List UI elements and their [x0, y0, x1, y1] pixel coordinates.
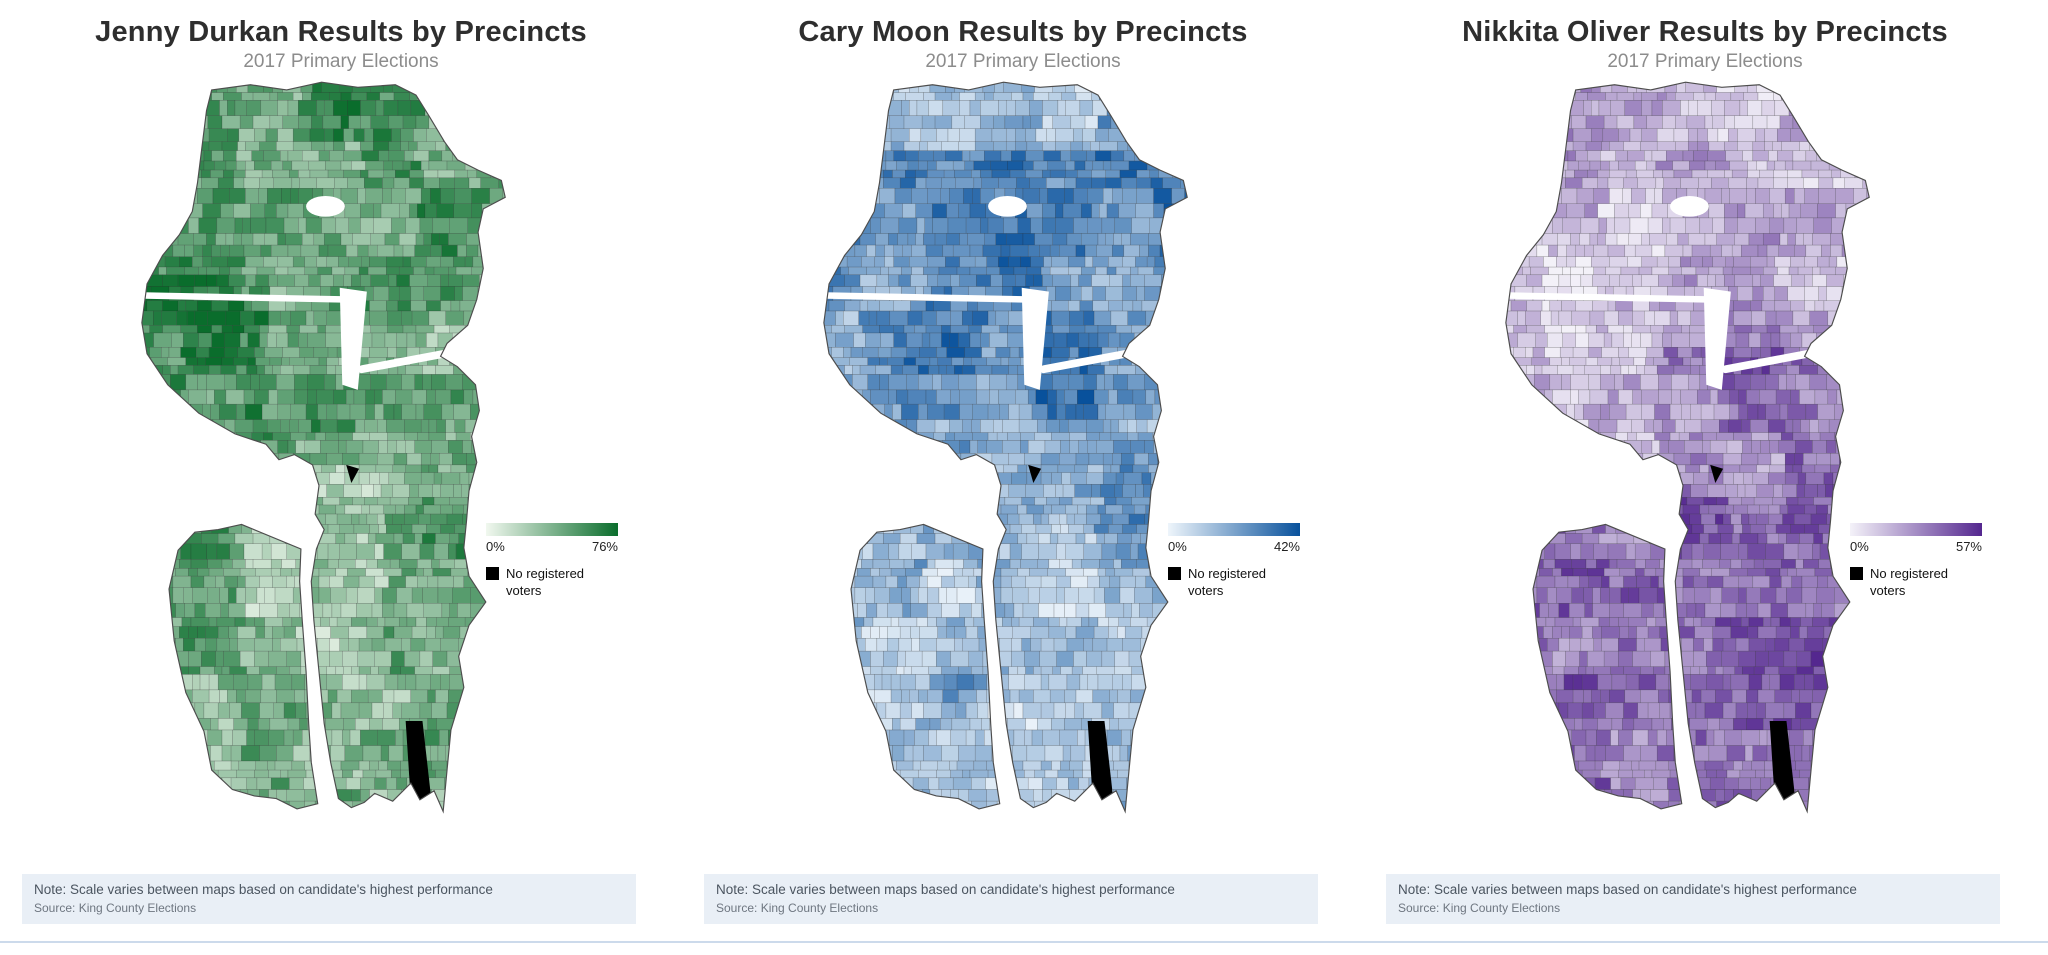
- choropleth-map[interactable]: [803, 77, 1243, 827]
- map-title: Nikkita Oliver Results by Precincts: [1462, 16, 1948, 48]
- gradient-bar: [1168, 523, 1300, 536]
- source-text: Source: King County Elections: [716, 901, 879, 916]
- map-title: Jenny Durkan Results by Precincts: [95, 16, 587, 48]
- color-scale-legend: 0% 42% No registered voters: [1168, 523, 1328, 600]
- no-data-legend: No registered voters: [1850, 566, 2010, 600]
- map-subtitle: 2017 Primary Elections: [243, 51, 439, 72]
- scale-min-label: 0%: [486, 539, 505, 554]
- note-box: Note: Scale varies between maps based on…: [1386, 874, 2000, 925]
- scale-max-label: 42%: [1273, 539, 1300, 554]
- map-area: 0% 76% No registered voters: [0, 77, 682, 847]
- map-title: Cary Moon Results by Precincts: [798, 16, 1248, 48]
- map-area: 0% 42% No registered voters: [682, 77, 1364, 847]
- map-subtitle: 2017 Primary Elections: [925, 51, 1121, 72]
- note-text: Note: Scale varies between maps based on…: [1398, 882, 1857, 897]
- color-scale-legend: 0% 57% No registered voters: [1850, 523, 2010, 600]
- no-data-swatch: [1850, 567, 1863, 580]
- scale-min-label: 0%: [1168, 539, 1187, 554]
- map-area: 0% 57% No registered voters: [1364, 77, 2046, 847]
- source-text: Source: King County Elections: [1398, 901, 1561, 916]
- no-voters-label: No registered voters: [1870, 566, 1949, 598]
- scale-max-label: 76%: [591, 539, 618, 554]
- scale-max-label: 57%: [1955, 539, 1982, 554]
- scale-labels: 0% 42%: [1168, 539, 1300, 554]
- no-voters-label: No registered voters: [506, 566, 585, 598]
- scale-labels: 0% 76%: [486, 539, 618, 554]
- no-voters-label: No registered voters: [1188, 566, 1267, 598]
- map-panel-moon: Cary Moon Results by Precincts 2017 Prim…: [682, 0, 1364, 955]
- no-data-swatch: [486, 567, 499, 580]
- scale-min-label: 0%: [1850, 539, 1869, 554]
- gradient-bar: [1850, 523, 1982, 536]
- no-data-swatch: [1168, 567, 1181, 580]
- note-text: Note: Scale varies between maps based on…: [716, 882, 1175, 897]
- map-panel-durkan: Jenny Durkan Results by Precincts 2017 P…: [0, 0, 682, 955]
- map-subtitle: 2017 Primary Elections: [1607, 51, 1803, 72]
- gradient-bar: [486, 523, 618, 536]
- note-box: Note: Scale varies between maps based on…: [704, 874, 1318, 925]
- choropleth-map[interactable]: [121, 77, 561, 827]
- color-scale-legend: 0% 76% No registered voters: [486, 523, 646, 600]
- choropleth-map[interactable]: [1485, 77, 1925, 827]
- scale-labels: 0% 57%: [1850, 539, 1982, 554]
- map-panel-oliver: Nikkita Oliver Results by Precincts 2017…: [1364, 0, 2046, 955]
- source-text: Source: King County Elections: [34, 901, 197, 916]
- note-text: Note: Scale varies between maps based on…: [34, 882, 493, 897]
- no-data-legend: No registered voters: [486, 566, 646, 600]
- bottom-divider: [0, 941, 2048, 943]
- note-box: Note: Scale varies between maps based on…: [22, 874, 636, 925]
- no-data-legend: No registered voters: [1168, 566, 1328, 600]
